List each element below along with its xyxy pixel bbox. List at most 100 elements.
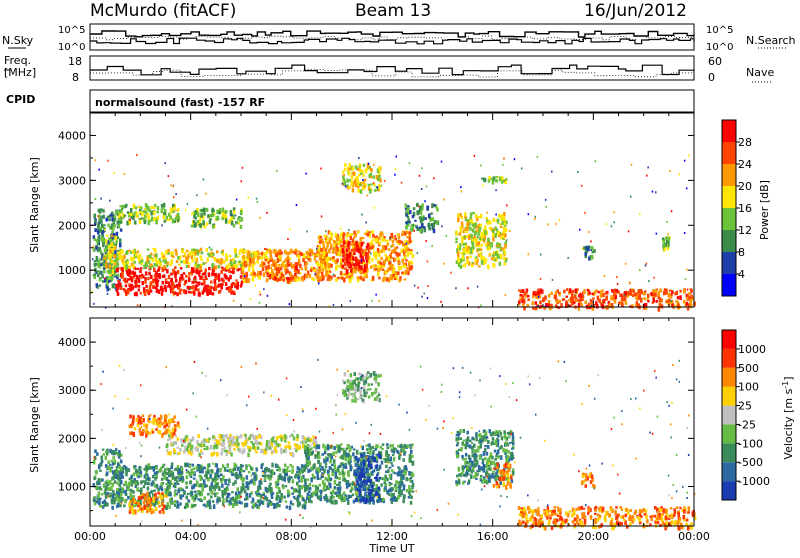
data-cell <box>134 427 137 430</box>
scatter-dot <box>506 239 508 241</box>
data-cell <box>271 264 274 266</box>
data-cell <box>212 270 215 272</box>
data-cell <box>220 259 223 264</box>
data-cell <box>212 213 215 217</box>
data-cell <box>482 239 485 241</box>
colorbar-segment <box>722 274 736 296</box>
data-cell <box>405 259 408 261</box>
data-cell <box>202 262 205 265</box>
data-cell <box>169 486 172 489</box>
data-cell <box>114 480 117 483</box>
data-cell <box>671 290 674 294</box>
data-cell <box>149 432 152 435</box>
data-cell <box>170 262 173 266</box>
data-cell <box>299 264 302 268</box>
data-cell <box>686 302 689 306</box>
data-cell <box>154 485 157 488</box>
scatter-dot <box>577 171 579 173</box>
data-cell <box>466 227 469 230</box>
data-cell <box>398 253 401 257</box>
data-cell <box>157 430 160 434</box>
data-cell <box>492 229 495 233</box>
data-cell <box>140 422 143 425</box>
scatter-dot <box>678 173 680 175</box>
data-cell <box>348 241 351 244</box>
data-cell <box>455 231 458 236</box>
data-cell <box>117 482 120 485</box>
data-cell <box>534 291 537 293</box>
freq-traces <box>90 65 694 77</box>
data-cell <box>158 492 161 494</box>
data-cell <box>333 461 336 464</box>
data-cell <box>355 241 358 245</box>
data-cell <box>411 485 414 489</box>
data-cell <box>295 249 298 252</box>
data-cell <box>363 185 366 187</box>
data-cell <box>653 298 656 303</box>
data-cell <box>258 253 261 256</box>
data-cell <box>395 237 398 240</box>
data-cell <box>369 247 372 250</box>
data-cell <box>319 263 322 265</box>
data-cell <box>212 478 215 482</box>
data-cell <box>420 210 423 214</box>
data-cell <box>386 270 389 273</box>
scatter-dot <box>136 154 138 156</box>
data-cell <box>124 215 127 217</box>
data-cell <box>270 488 273 492</box>
data-cell <box>537 291 540 294</box>
data-cell <box>120 229 123 232</box>
data-cell <box>174 266 177 269</box>
data-cell <box>111 500 114 505</box>
data-cell <box>146 507 149 509</box>
scatter-dot <box>440 301 442 303</box>
data-cell <box>251 258 254 262</box>
data-cell <box>542 299 545 302</box>
scatter-dot <box>205 262 207 264</box>
data-cell <box>349 168 352 170</box>
scatter-dot <box>396 156 398 158</box>
scatter-dot <box>584 212 586 214</box>
data-cell <box>214 476 217 480</box>
scatter-dot <box>348 229 350 231</box>
data-cell <box>318 269 321 272</box>
data-cell <box>138 289 141 292</box>
data-cell <box>409 447 412 449</box>
data-cell <box>194 258 197 261</box>
data-cell <box>208 272 211 277</box>
data-cell <box>214 273 217 277</box>
data-cell <box>406 267 409 271</box>
data-cell <box>309 444 312 447</box>
data-cell <box>619 293 622 297</box>
data-cell <box>222 213 225 217</box>
data-cell <box>177 483 180 485</box>
data-cell <box>194 491 197 493</box>
data-cell <box>491 178 494 180</box>
scatter-dot <box>100 198 102 200</box>
data-cell <box>150 290 153 293</box>
data-cell <box>621 302 624 306</box>
scatter-dot <box>256 198 257 200</box>
scatter-dot <box>503 254 505 256</box>
data-cell <box>405 270 408 274</box>
data-cell <box>165 278 168 281</box>
scatter-dot <box>505 294 507 296</box>
data-cell <box>131 480 134 484</box>
data-cell <box>394 484 397 486</box>
colorbar-segment <box>722 142 736 164</box>
data-cell <box>481 260 484 265</box>
data-cell <box>625 301 628 305</box>
data-cell <box>271 463 274 468</box>
data-cell <box>302 504 305 508</box>
data-cell <box>246 503 249 507</box>
scatter-dot <box>104 229 106 231</box>
data-cell <box>205 269 208 273</box>
data-cell <box>106 235 109 237</box>
data-cell <box>363 164 366 167</box>
scatter-dot <box>107 293 109 295</box>
colorbar-segment <box>722 120 736 142</box>
data-cell <box>185 257 188 260</box>
data-cell <box>192 270 195 273</box>
data-cell <box>469 217 472 220</box>
scatter-dot <box>409 266 411 268</box>
